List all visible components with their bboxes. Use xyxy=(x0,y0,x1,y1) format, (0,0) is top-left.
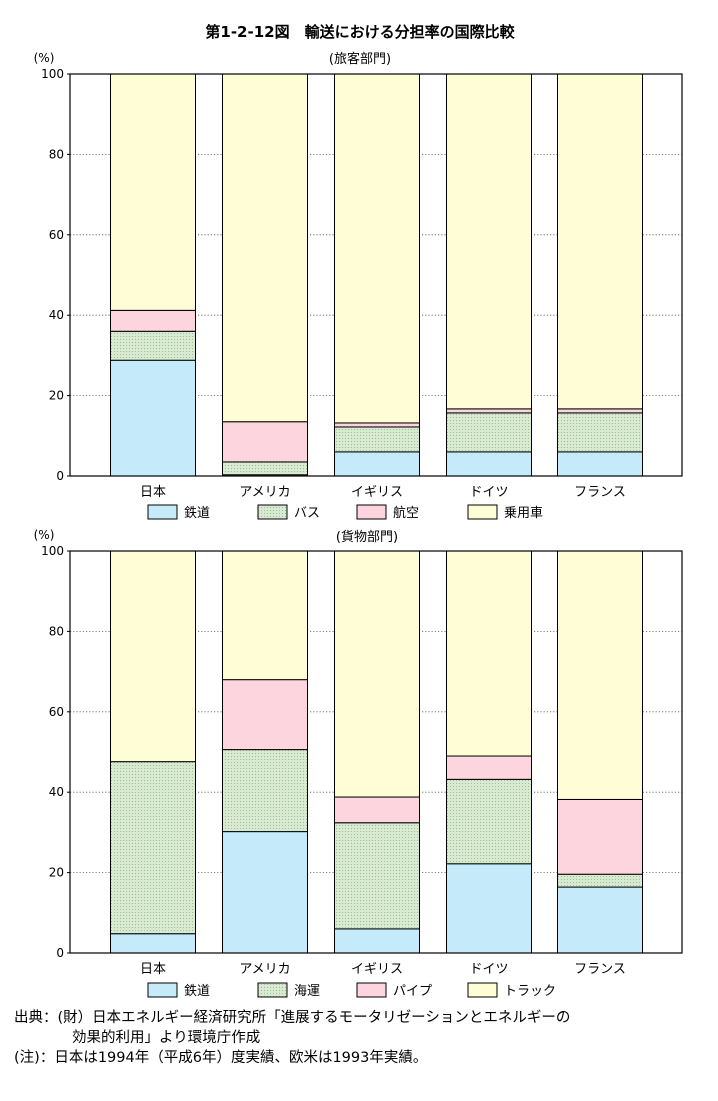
passenger-subtitle: (旅客部門) xyxy=(329,51,391,67)
freight-bar-1-4 xyxy=(446,863,532,954)
passenger-legend-swatch xyxy=(356,504,387,520)
passenger-y-tick-label: 40 xyxy=(49,308,64,322)
freight-legend-label: パイプ xyxy=(393,984,432,999)
freight-y-tick-label: 40 xyxy=(49,785,64,799)
passenger-bar-2-5 xyxy=(557,412,643,453)
passenger-y-tick-label: 80 xyxy=(49,147,64,161)
source-line-1: 出典：(財）日本エネルギー経済研究所「進展するモータリゼーションとエネルギーの xyxy=(14,1010,571,1026)
freight-y-tick-label: 20 xyxy=(49,866,64,880)
passenger-bar-4-3 xyxy=(334,73,420,424)
freight-bar-2-1 xyxy=(110,761,196,935)
passenger-legend-swatch xyxy=(257,504,288,520)
passenger-y-tick-label: 60 xyxy=(49,228,64,242)
passenger-bar-3-5 xyxy=(557,408,643,414)
passenger-plot-frame xyxy=(69,73,683,477)
freight-bar-2-2 xyxy=(222,749,308,833)
freight-legend-label: 海運 xyxy=(294,984,320,999)
freight-y-tick-label: 60 xyxy=(49,705,64,719)
freight-y-tick-label: 80 xyxy=(49,624,64,638)
passenger-category-label: 日本 xyxy=(140,485,166,500)
passenger-legend-label: バス xyxy=(294,506,320,521)
freight-y-tick-label: 0 xyxy=(56,946,64,960)
freight-legend-swatch xyxy=(356,982,387,998)
passenger-category-label: フランス xyxy=(574,485,626,500)
freight-bar-4-4 xyxy=(446,550,532,757)
passenger-y-tick-label: 100 xyxy=(41,67,64,81)
freight-bar-1-5 xyxy=(557,886,643,954)
passenger-bar-4-4 xyxy=(446,73,532,410)
passenger-bar-3-4 xyxy=(446,408,532,414)
freight-bar-4-5 xyxy=(557,550,643,800)
freight-chart: (%) (貨物部門) 日本 アメリカ イギリス ドイツ フランス 0 20 40 60 80 100… xyxy=(34,528,683,999)
passenger-bar-3-3 xyxy=(334,422,420,428)
freight-plot-frame xyxy=(69,550,683,954)
passenger-legend-label: 乗用車 xyxy=(504,506,543,521)
freight-legend-swatch xyxy=(467,982,498,998)
freight-legend-label: 鉄道 xyxy=(184,984,210,999)
freight-bar-4-2 xyxy=(222,550,308,681)
freight-bar-2-3 xyxy=(334,822,420,930)
freight-bar-1-1 xyxy=(110,933,196,954)
freight-y-tick-label: 100 xyxy=(41,544,64,558)
passenger-bar-3-2 xyxy=(222,421,308,463)
freight-bar-3-2 xyxy=(222,679,308,751)
figure-title: 第1-2-12図 輸送における分担率の国際比較 xyxy=(205,23,515,41)
passenger-bar-1-1 xyxy=(110,359,196,477)
freight-category-label: アメリカ xyxy=(239,962,290,977)
freight-bar-4-1 xyxy=(110,550,196,763)
freight-bar-2-4 xyxy=(446,778,532,865)
passenger-unit-label: (%) xyxy=(34,51,55,65)
passenger-category-label: ドイツ xyxy=(469,485,508,500)
freight-legend-swatch xyxy=(257,982,288,998)
passenger-bar-2-3 xyxy=(334,426,420,453)
passenger-bar-2-1 xyxy=(110,330,196,361)
freight-bar-3-4 xyxy=(446,755,532,780)
freight-subtitle: (貨物部門) xyxy=(336,529,398,545)
passenger-category-label: イギリス xyxy=(351,485,403,500)
freight-unit-label: (%) xyxy=(34,528,55,542)
passenger-category-label: アメリカ xyxy=(239,485,290,500)
passenger-bar-4-1 xyxy=(110,73,196,311)
passenger-bar-1-4 xyxy=(446,451,532,477)
freight-legend-swatch xyxy=(147,982,178,998)
passenger-legend-swatch xyxy=(467,504,498,520)
passenger-bar-3-1 xyxy=(110,309,196,332)
passenger-chart: (%) (旅客部門) 日本 アメリカ イギリス ドイツ フランス 0 20 40 60 80 100… xyxy=(34,51,683,521)
passenger-bar-1-5 xyxy=(557,451,643,477)
passenger-bar-4-5 xyxy=(557,73,643,410)
freight-bar-2-5 xyxy=(557,873,643,888)
note-line: (注)：日本は1994年（平成6年）度実績、欧米は1993年実績。 xyxy=(14,1050,428,1066)
passenger-bar-2-2 xyxy=(222,461,308,476)
passenger-bar-4-2 xyxy=(222,73,308,423)
freight-bar-1-2 xyxy=(222,831,308,954)
passenger-legend-label: 航空 xyxy=(393,505,419,521)
freight-category-label: フランス xyxy=(574,962,626,977)
passenger-legend-swatch xyxy=(147,504,178,520)
freight-bar-3-3 xyxy=(334,796,420,824)
source-line-2: 効果的利用」より環境庁作成 xyxy=(72,1030,261,1046)
freight-legend-label: トラック xyxy=(504,984,556,999)
freight-category-label: イギリス xyxy=(351,962,403,977)
passenger-y-tick-label: 20 xyxy=(49,389,64,403)
footnotes: 出典：(財）日本エネルギー経済研究所「進展するモータリゼーションとエネルギーの … xyxy=(14,1008,704,1068)
freight-bar-3-5 xyxy=(557,798,643,875)
passenger-y-tick-label: 0 xyxy=(56,469,64,483)
freight-category-label: ドイツ xyxy=(469,962,508,977)
passenger-legend-label: 鉄道 xyxy=(184,506,210,521)
freight-category-label: 日本 xyxy=(140,962,166,977)
passenger-bar-1-3 xyxy=(334,451,420,477)
freight-bar-1-3 xyxy=(334,928,420,954)
freight-bar-4-3 xyxy=(334,550,420,798)
passenger-bar-2-4 xyxy=(446,412,532,453)
